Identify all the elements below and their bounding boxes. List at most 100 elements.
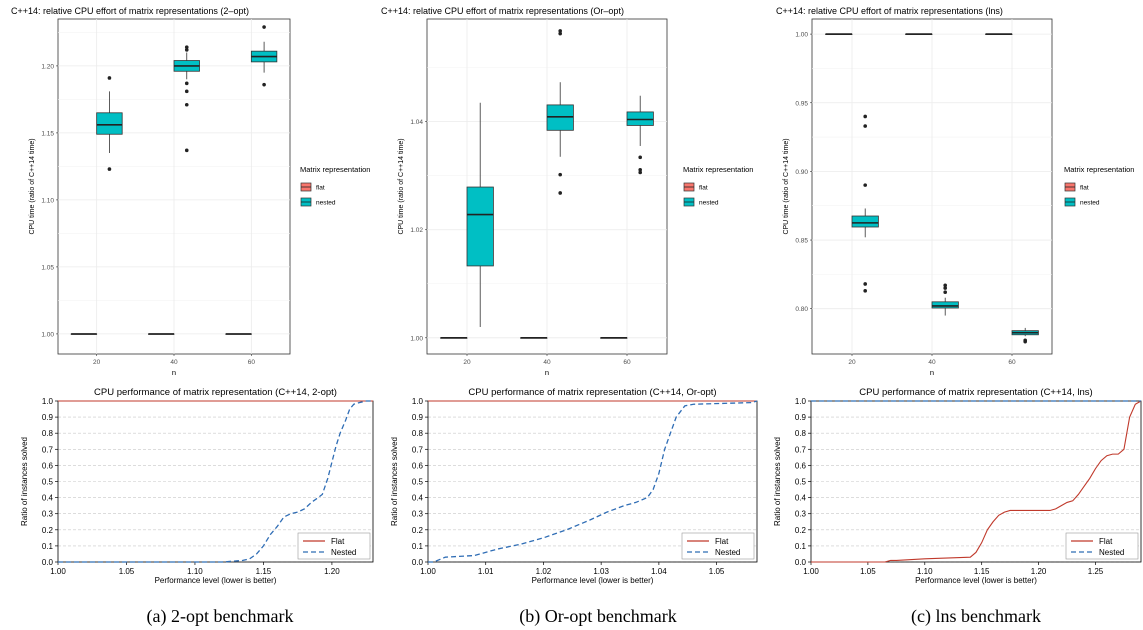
box-body <box>851 215 879 228</box>
box-nested-20 <box>466 102 494 327</box>
y-tick-label: 1.10 <box>41 197 54 204</box>
y-tick-label: 0.7 <box>42 445 54 454</box>
y-tick-label: 1.04 <box>410 119 423 126</box>
x-tick-label: 60 <box>1008 359 1016 366</box>
legend-label-flat: flat <box>1080 185 1089 192</box>
x-tick-label: 1.00 <box>50 567 66 576</box>
x-tick-label: 1.00 <box>420 567 436 576</box>
y-tick-label: 0.6 <box>42 461 54 470</box>
y-tick-label: 0.9 <box>42 413 54 422</box>
y-axis-label: CPU time (ratio of C++14 time) <box>398 138 405 234</box>
y-tick-label: 1.0 <box>42 397 54 406</box>
box-body <box>466 186 494 267</box>
box-flat-40 <box>905 33 933 36</box>
x-tick-label: 1.00 <box>803 567 819 576</box>
legend-box <box>681 532 755 560</box>
boxplot-title: C++14: relative CPU effort of matrix rep… <box>381 6 624 16</box>
x-tick-label: 1.05 <box>119 567 135 576</box>
y-tick-label: 1.0 <box>795 397 807 406</box>
outlier-point <box>184 102 189 107</box>
profile-panel-3: CPU performance of matrix representation… <box>773 387 1142 585</box>
outlier-point <box>107 167 112 171</box>
y-tick-label: 0.3 <box>412 510 424 519</box>
box-nested-40 <box>546 29 574 195</box>
caption-b: (b) Or-opt benchmark <box>519 606 677 626</box>
outlier-point <box>558 191 562 195</box>
box-body <box>546 104 574 131</box>
x-axis-label: Performance level (lower is better) <box>155 576 277 585</box>
outlier-point <box>558 172 562 177</box>
y-tick-label: 1.0 <box>412 397 424 406</box>
box-nested-60 <box>626 95 654 175</box>
y-tick-label: 0.7 <box>412 445 424 454</box>
outlier-point <box>184 81 189 86</box>
series-line-nested <box>428 400 758 563</box>
profile-title: CPU performance of matrix representation… <box>859 387 1092 398</box>
y-tick-label: 0.1 <box>795 542 807 551</box>
x-tick-label: 20 <box>93 359 101 366</box>
y-tick-label: 0.5 <box>412 478 424 487</box>
y-tick-label: 0.5 <box>42 478 54 487</box>
x-tick-label: 60 <box>623 359 631 366</box>
outlier-point <box>638 167 642 172</box>
y-tick-label: 0.5 <box>795 478 807 487</box>
legend-box <box>1065 532 1139 560</box>
y-tick-label: 0.6 <box>412 461 424 470</box>
x-tick-label: 1.25 <box>1088 567 1104 576</box>
boxplot-panel-3: C++14: relative CPU effort of matrix rep… <box>776 6 1134 377</box>
box-flat-20 <box>440 336 468 339</box>
outlier-point <box>863 183 867 187</box>
box-flat-60 <box>985 33 1013 36</box>
y-tick-label: 1.20 <box>41 63 54 70</box>
profile-panel-2: CPU performance of matrix representation… <box>390 387 758 585</box>
y-tick-label: 0.95 <box>795 100 808 107</box>
outlier-point <box>262 82 266 87</box>
legend-label-flat: Flat <box>331 537 345 546</box>
outlier-point <box>638 170 642 175</box>
box-flat-60 <box>225 333 252 335</box>
x-tick-label: 1.05 <box>709 567 725 576</box>
x-tick-label: 1.04 <box>651 567 667 576</box>
outlier-point <box>184 45 189 49</box>
x-axis-label: n <box>545 368 549 377</box>
x-tick-label: 1.01 <box>478 567 494 576</box>
x-tick-label: 40 <box>170 359 178 366</box>
boxplot-title: C++14: relative CPU effort of matrix rep… <box>776 6 1003 16</box>
y-tick-label: 0.85 <box>795 238 808 245</box>
outlier-point <box>184 148 189 153</box>
x-axis-label: n <box>172 368 176 377</box>
boxplot-panel-1: C++14: relative CPU effort of matrix rep… <box>11 6 370 377</box>
y-tick-label: 1.05 <box>41 264 54 271</box>
y-tick-label: 1.02 <box>410 227 423 234</box>
box-flat-20 <box>825 33 853 36</box>
box-flat-20 <box>70 333 98 335</box>
y-tick-label: 1.00 <box>41 331 54 338</box>
boxplot-title: C++14: relative CPU effort of matrix rep… <box>11 6 249 16</box>
figure: C++14: relative CPU effort of matrix rep… <box>11 6 1142 585</box>
y-tick-label: 0.6 <box>795 461 807 470</box>
y-axis-label: Ratio of instances solved <box>390 437 399 526</box>
x-tick-label: 1.05 <box>860 567 876 576</box>
legend-label-nested: Nested <box>331 548 356 557</box>
y-tick-label: 0.4 <box>795 494 807 503</box>
y-axis-label: CPU time (ratio of C++14 time) <box>29 138 36 234</box>
y-tick-label: 0.4 <box>42 494 54 503</box>
box-body <box>96 112 123 135</box>
y-tick-label: 0.9 <box>412 413 424 422</box>
x-tick-label: 1.10 <box>187 567 203 576</box>
x-tick-label: 40 <box>543 359 551 366</box>
profile-title: CPU performance of matrix representation… <box>94 387 337 398</box>
box-flat-60 <box>600 336 628 339</box>
legend-title: Matrix representation <box>1064 165 1134 174</box>
box-nested-20 <box>96 76 123 171</box>
x-axis-label: n <box>930 368 934 377</box>
y-tick-label: 0.8 <box>795 429 807 438</box>
outlier-point <box>943 283 947 288</box>
x-tick-label: 20 <box>463 359 471 366</box>
x-tick-label: 40 <box>928 359 936 366</box>
y-axis-label: Ratio of instances solved <box>20 437 29 526</box>
outlier-point <box>558 29 562 33</box>
legend-label-nested: nested <box>699 200 719 207</box>
legend-title: Matrix representation <box>300 165 370 174</box>
outlier-point <box>184 89 189 94</box>
